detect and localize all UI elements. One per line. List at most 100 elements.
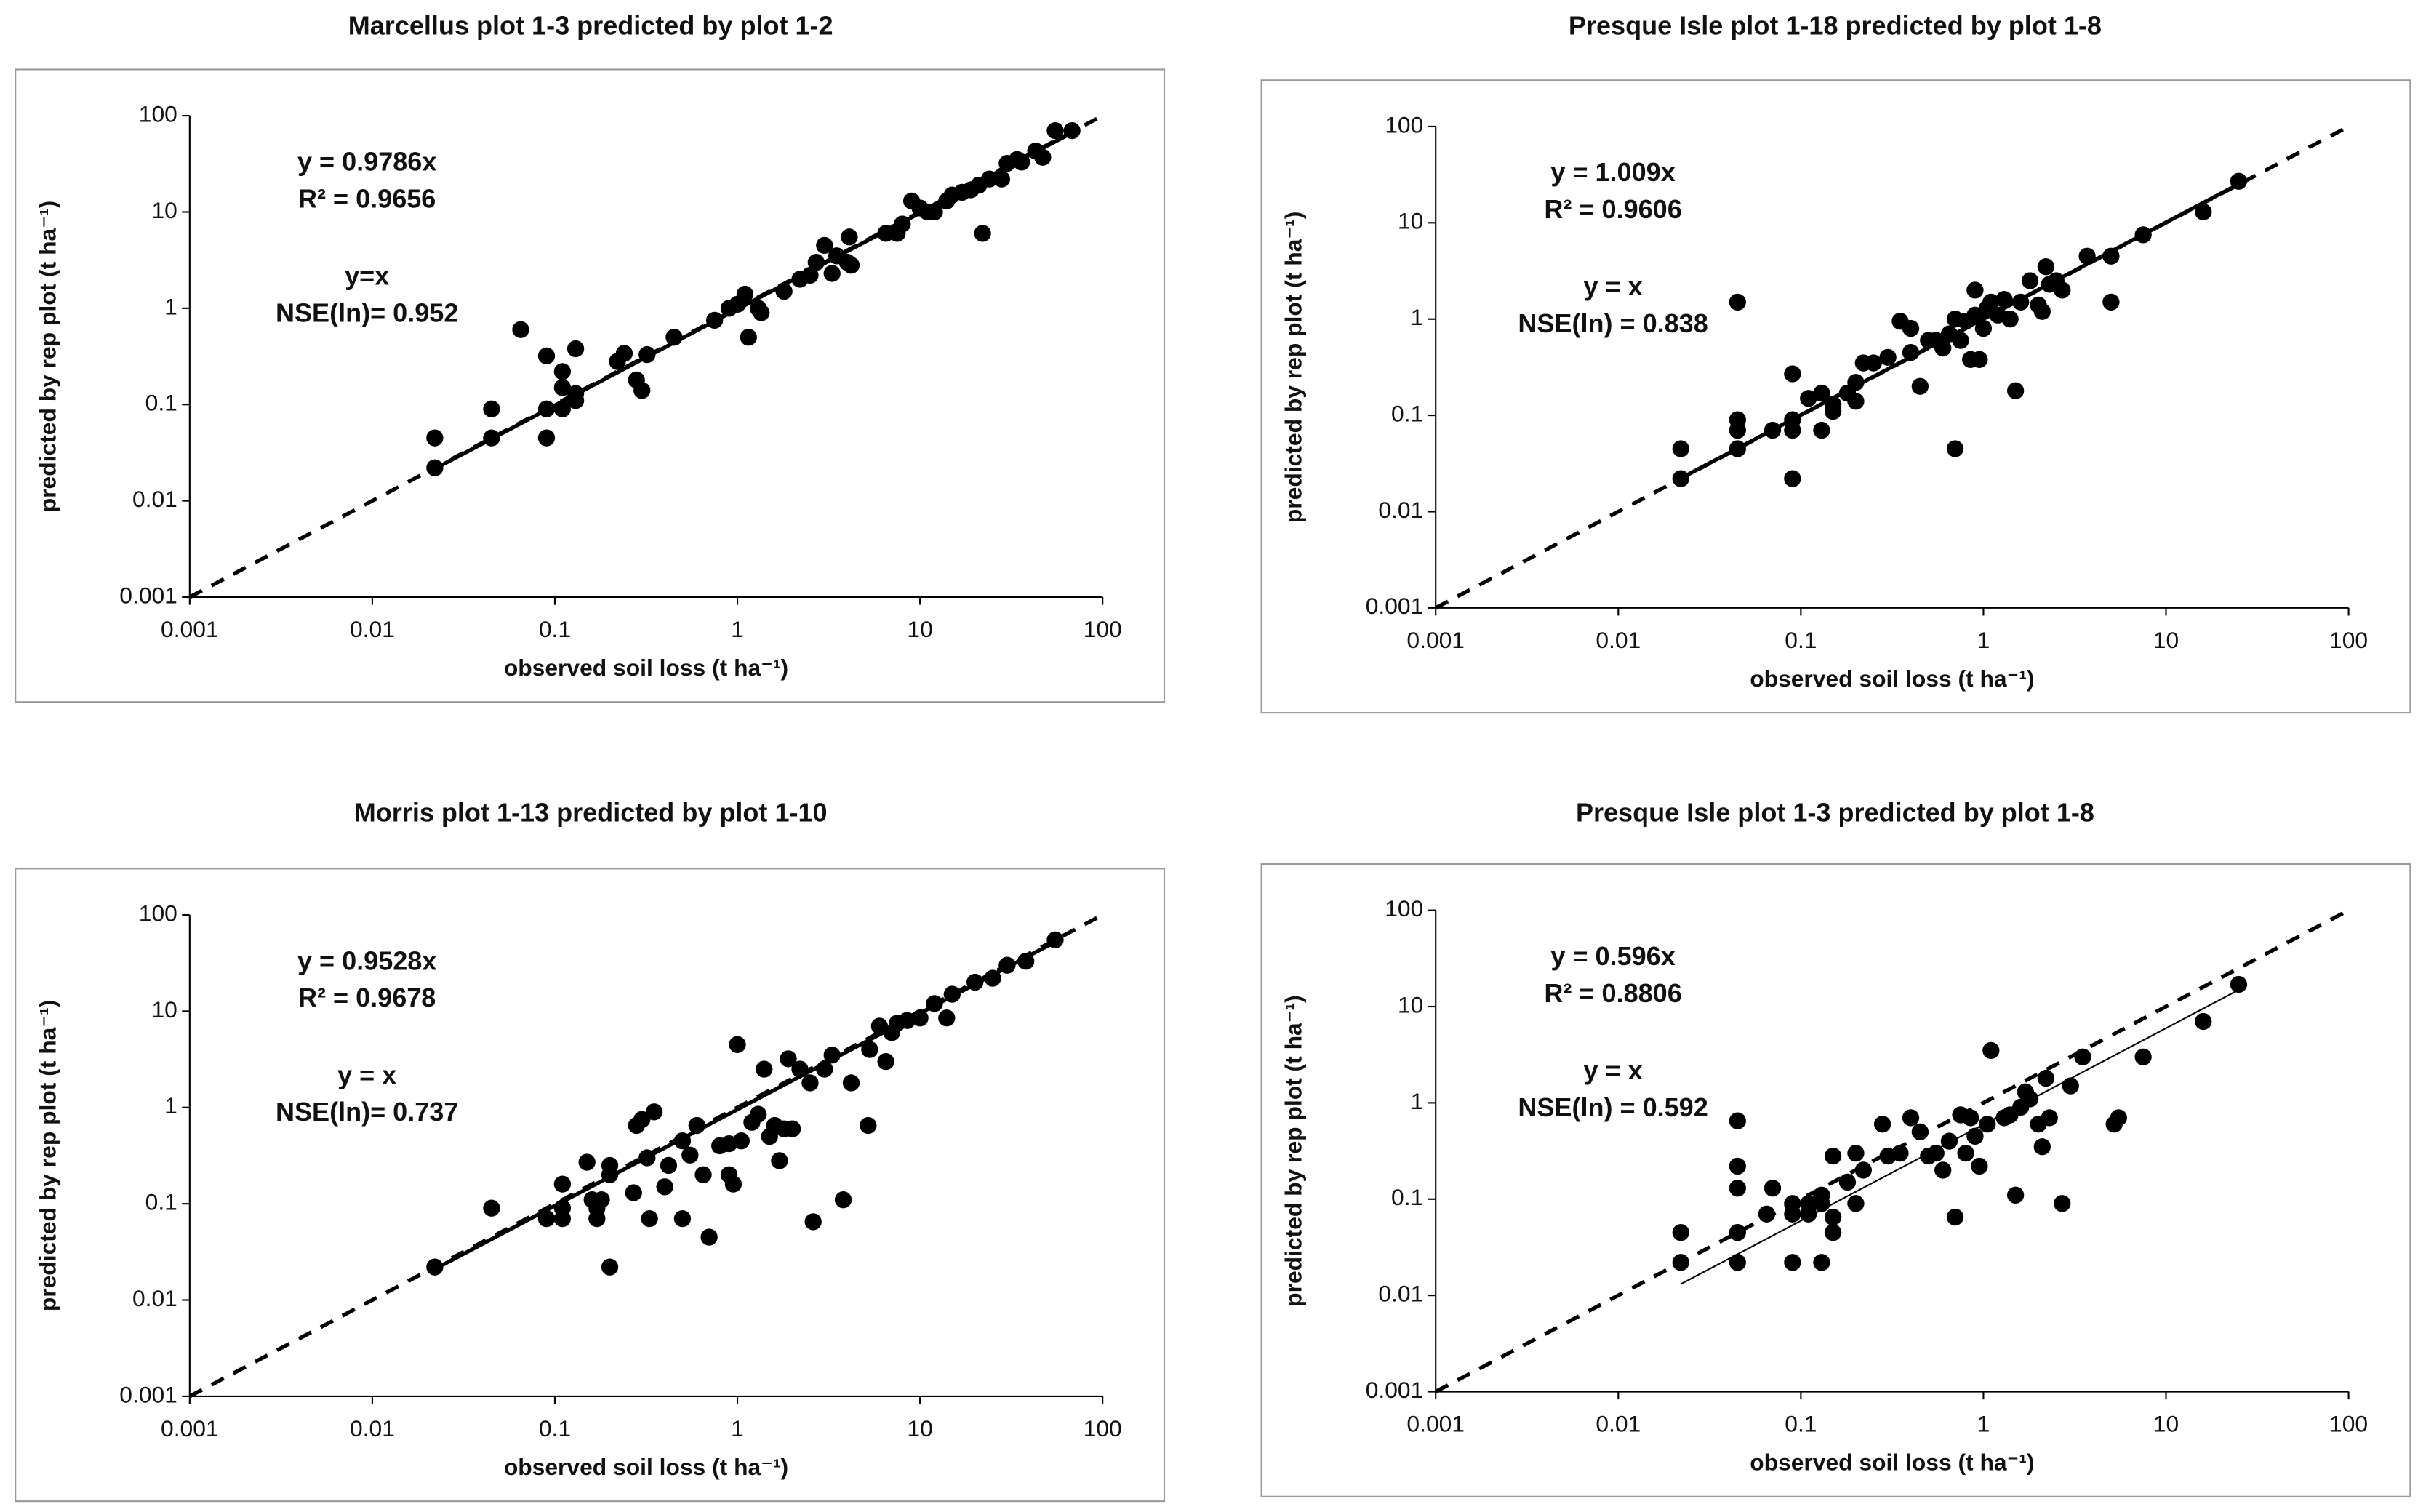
x-tick-label: 100 bbox=[2329, 1411, 2368, 1437]
data-point bbox=[911, 1009, 929, 1027]
data-point bbox=[2134, 226, 2152, 244]
data-point bbox=[1824, 402, 1842, 420]
data-point bbox=[688, 1116, 706, 1135]
data-point bbox=[801, 1074, 819, 1092]
data-point bbox=[841, 228, 858, 246]
data-point bbox=[877, 1052, 894, 1071]
data-point bbox=[553, 400, 572, 417]
y-tick-label: 10 bbox=[151, 996, 177, 1023]
data-point bbox=[938, 1009, 956, 1027]
y-axis-label: predicted by rep plot (t ha⁻¹) bbox=[1281, 212, 1307, 523]
data-point bbox=[1902, 343, 1920, 361]
data-point bbox=[512, 321, 529, 338]
data-point bbox=[1758, 1205, 1776, 1223]
panel-frame bbox=[15, 68, 1166, 703]
data-point bbox=[2033, 303, 2051, 320]
data-point bbox=[1974, 319, 1993, 337]
data-point bbox=[681, 1146, 699, 1164]
data-point bbox=[1046, 121, 1064, 140]
data-point bbox=[537, 400, 556, 417]
y-tick-label: 0.1 bbox=[145, 390, 177, 416]
data-point bbox=[2006, 382, 2025, 399]
annotation: R² = 0.9606 bbox=[1544, 194, 1681, 224]
annotation: y=x bbox=[345, 260, 389, 290]
data-point bbox=[753, 304, 770, 321]
data-point bbox=[998, 956, 1016, 974]
data-point bbox=[638, 1149, 656, 1167]
y-tick-label: 0.01 bbox=[132, 486, 177, 512]
data-point bbox=[926, 995, 943, 1012]
y-tick-label: 0.001 bbox=[119, 1381, 177, 1407]
data-point bbox=[1813, 421, 1830, 439]
data-point bbox=[1813, 1195, 1830, 1212]
data-point bbox=[1784, 365, 1801, 383]
y-tick-label: 0.01 bbox=[132, 1285, 177, 1311]
data-point bbox=[2054, 281, 2071, 299]
data-point bbox=[2195, 203, 2212, 220]
x-tick-label: 0.01 bbox=[350, 1415, 395, 1441]
y-tick-label: 1 bbox=[164, 293, 177, 319]
data-point bbox=[1672, 1224, 1689, 1241]
data-point bbox=[593, 1191, 610, 1209]
data-point bbox=[641, 1209, 658, 1228]
fit-line bbox=[1680, 182, 2240, 480]
data-point bbox=[2037, 258, 2055, 276]
data-point bbox=[1995, 291, 2013, 308]
y-axis-label: predicted by rep plot (t ha⁻¹) bbox=[34, 201, 60, 512]
data-point bbox=[2041, 1109, 2058, 1127]
data-point bbox=[615, 345, 633, 362]
annotation: y = 0.596x bbox=[1550, 941, 1675, 971]
data-point bbox=[638, 345, 656, 364]
data-point bbox=[1824, 1208, 1842, 1226]
data-point bbox=[926, 203, 943, 221]
data-point bbox=[860, 1116, 877, 1135]
data-point bbox=[966, 973, 984, 991]
data-point bbox=[816, 236, 833, 255]
data-point bbox=[2102, 293, 2120, 311]
annotation: y = x bbox=[1583, 1055, 1642, 1085]
annotation: y = 0.9786x bbox=[297, 146, 436, 176]
data-point bbox=[804, 1213, 822, 1231]
data-point bbox=[1971, 351, 1988, 369]
data-point bbox=[729, 1036, 746, 1053]
data-point bbox=[625, 1184, 642, 1201]
data-point bbox=[1063, 121, 1081, 140]
data-point bbox=[2134, 1048, 2152, 1065]
data-point bbox=[1784, 1254, 1801, 1271]
data-point bbox=[1729, 1254, 1746, 1271]
data-point bbox=[426, 459, 444, 476]
data-point bbox=[756, 1060, 773, 1078]
data-point bbox=[553, 363, 572, 380]
y-tick-label: 10 bbox=[1398, 991, 1423, 1017]
data-point bbox=[1982, 1041, 2000, 1060]
x-tick-label: 0.01 bbox=[1596, 627, 1641, 653]
data-point bbox=[578, 1153, 596, 1171]
data-point bbox=[1952, 332, 1969, 349]
data-point bbox=[1729, 1180, 1746, 1197]
data-point bbox=[783, 1120, 801, 1137]
data-point bbox=[1946, 440, 1964, 457]
data-point bbox=[1854, 1161, 1872, 1179]
y-tick-label: 0.1 bbox=[1391, 400, 1423, 426]
x-axis-label: observed soil loss (t ha⁻¹) bbox=[504, 1454, 788, 1480]
y-tick-label: 100 bbox=[1385, 111, 1423, 137]
y-tick-label: 0.001 bbox=[1366, 1377, 1424, 1403]
annotation: y = x bbox=[337, 1060, 396, 1089]
y-tick-label: 0.1 bbox=[1391, 1184, 1423, 1210]
data-point bbox=[1729, 293, 1746, 311]
y-tick-label: 0.01 bbox=[1378, 1281, 1423, 1307]
data-point bbox=[633, 382, 651, 399]
chart-title: Presque Isle plot 1-3 predicted by plot … bbox=[1576, 798, 2094, 828]
data-point bbox=[1979, 1116, 1996, 1133]
x-tick-label: 100 bbox=[1084, 616, 1122, 642]
data-point bbox=[780, 1050, 797, 1068]
data-point bbox=[673, 1209, 692, 1228]
data-point bbox=[2054, 1195, 2071, 1212]
x-tick-label: 0.1 bbox=[539, 616, 571, 642]
data-point bbox=[749, 1105, 767, 1123]
data-point bbox=[1800, 1205, 1817, 1223]
data-point bbox=[736, 285, 754, 303]
data-point bbox=[1957, 1144, 1974, 1162]
data-point bbox=[656, 1178, 673, 1196]
data-point bbox=[553, 1209, 572, 1228]
